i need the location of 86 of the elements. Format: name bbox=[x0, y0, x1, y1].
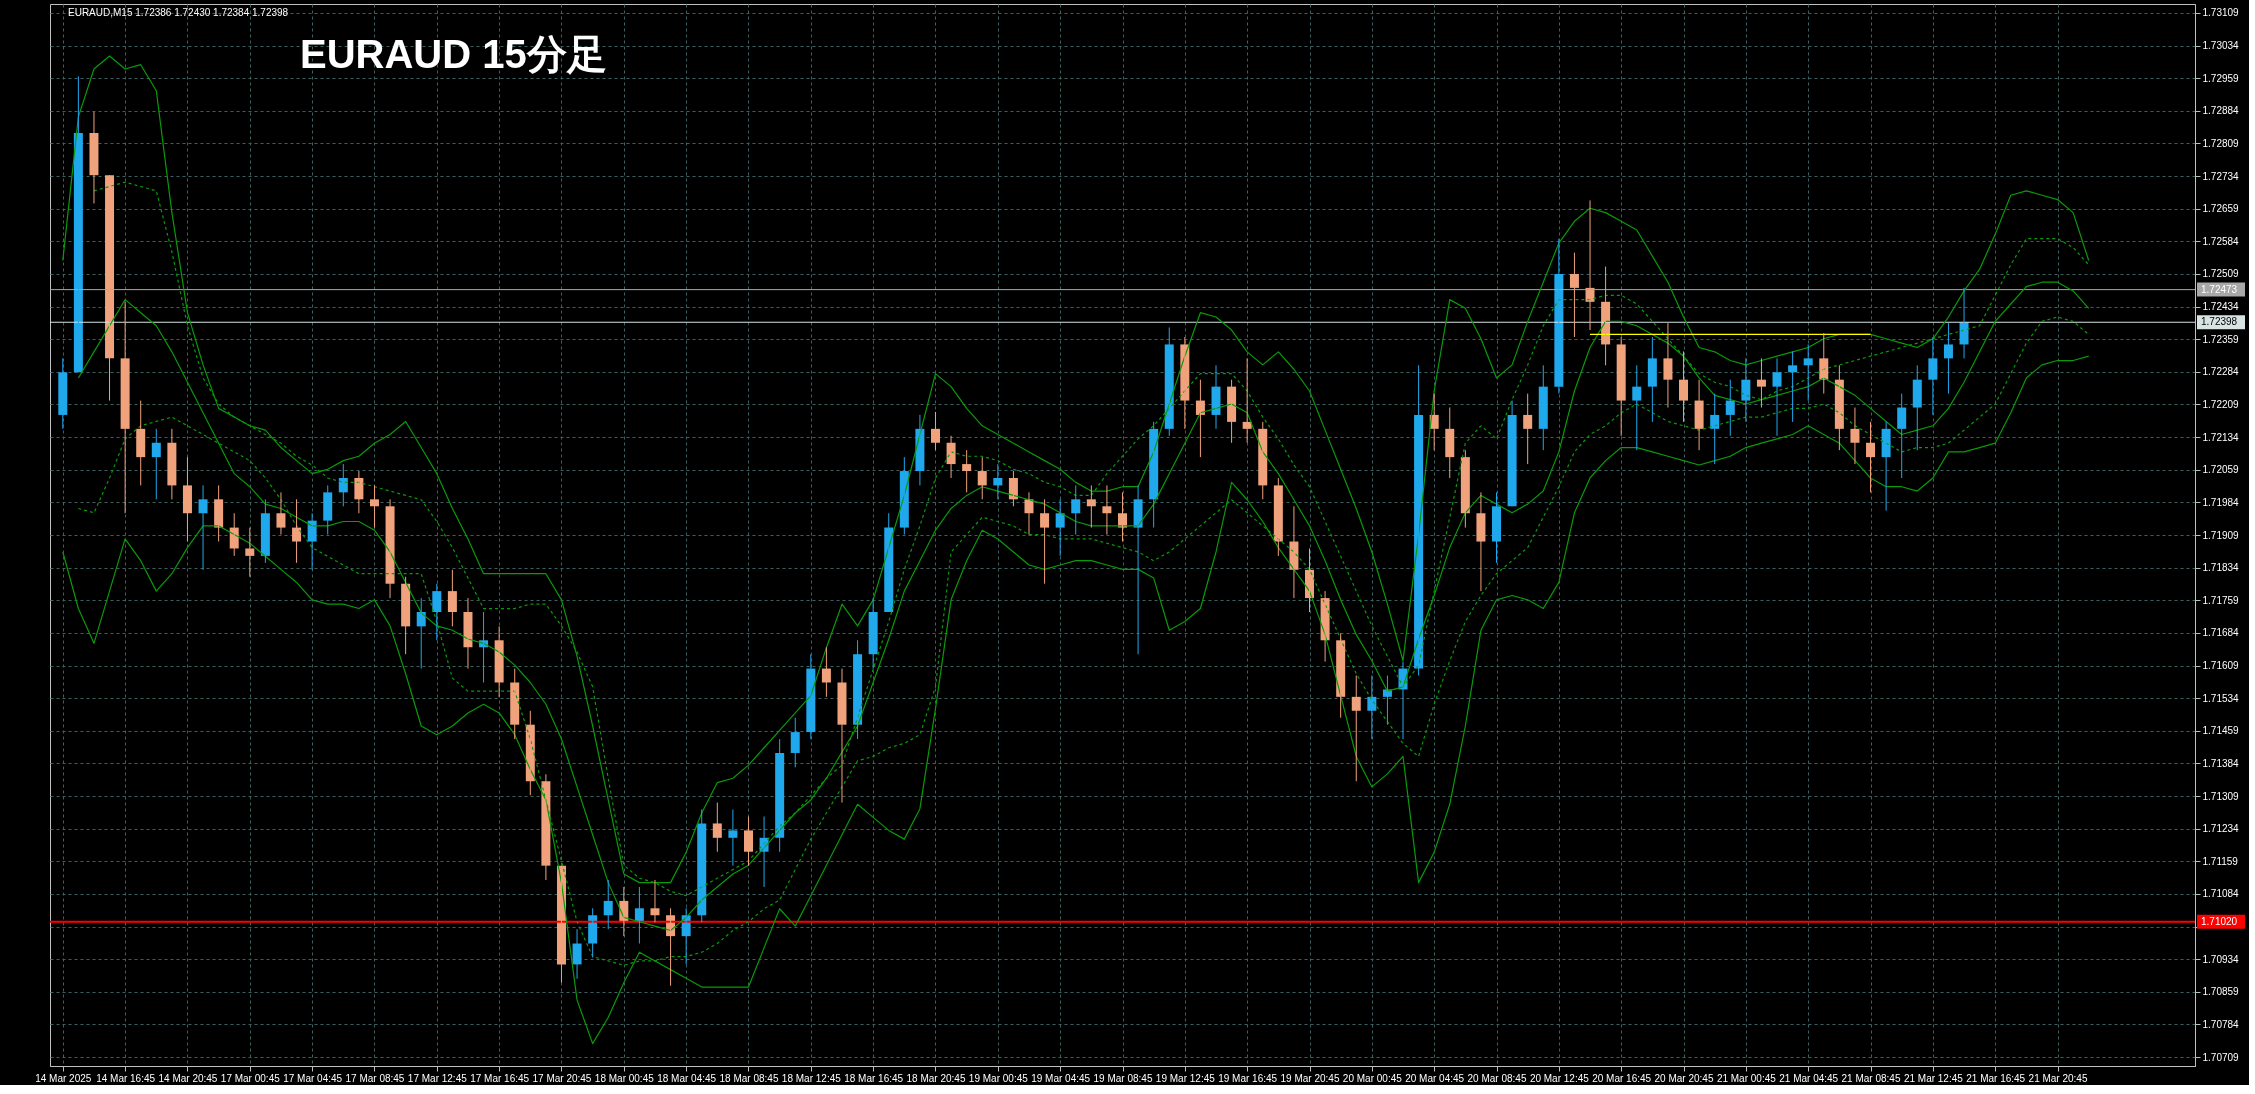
x-tick-label: 19 Mar 08:45 bbox=[1093, 1072, 1153, 1084]
x-tick-label: 21 Mar 20:45 bbox=[2028, 1072, 2088, 1084]
y-tick-label: 1.72959 bbox=[2202, 72, 2240, 84]
ref-line-label: 1.72473 bbox=[2201, 283, 2238, 295]
candlestick bbox=[323, 484, 333, 536]
candlestick bbox=[743, 815, 753, 867]
x-tick-label: 18 Mar 00:45 bbox=[594, 1072, 655, 1084]
x-tick-label: 18 Mar 20:45 bbox=[906, 1072, 966, 1084]
candlestick bbox=[1616, 336, 1626, 437]
y-tick-label: 1.71159 bbox=[2202, 855, 2239, 867]
x-tick-label: 14 Mar 16:45 bbox=[96, 1072, 156, 1084]
y-tick-label: 1.73034 bbox=[2202, 40, 2240, 52]
x-tick-label: 14 Mar 2025 bbox=[35, 1072, 92, 1084]
candlestick bbox=[1569, 252, 1579, 338]
y-tick-label: 1.70784 bbox=[2202, 1018, 2240, 1030]
x-tick-label: 19 Mar 12:45 bbox=[1155, 1072, 1216, 1084]
y-tick-label: 1.72734 bbox=[2202, 170, 2240, 182]
x-tick-label: 17 Mar 04:45 bbox=[283, 1072, 343, 1084]
annotation: EURAUD,M15 1.72386 1.72430 1.72384 1.72398 bbox=[68, 7, 289, 18]
y-tick-label: 1.71984 bbox=[2202, 496, 2240, 508]
candlestick bbox=[930, 411, 940, 451]
y-tick-label: 1.72584 bbox=[2202, 235, 2240, 247]
y-tick-label: 1.72884 bbox=[2202, 105, 2240, 117]
y-tick-label: 1.71909 bbox=[2202, 529, 2240, 541]
y-tick-label: 1.71309 bbox=[2202, 790, 2240, 802]
candlestick bbox=[1351, 675, 1361, 782]
candlestick bbox=[245, 527, 255, 578]
x-tick-label: 17 Mar 08:45 bbox=[345, 1072, 405, 1084]
x-tick-label: 17 Mar 16:45 bbox=[470, 1072, 530, 1084]
x-tick-label: 20 Mar 04:45 bbox=[1405, 1072, 1465, 1084]
x-tick-label: 19 Mar 16:45 bbox=[1218, 1072, 1278, 1084]
x-tick-label: 21 Mar 16:45 bbox=[1966, 1072, 2026, 1084]
y-tick-label: 1.71759 bbox=[2202, 594, 2240, 606]
y-tick-label: 1.72359 bbox=[2202, 333, 2240, 345]
x-tick-label: 18 Mar 12:45 bbox=[781, 1072, 842, 1084]
x-tick-label: 18 Mar 08:45 bbox=[719, 1072, 779, 1084]
x-tick-label: 20 Mar 00:45 bbox=[1342, 1072, 1403, 1084]
x-tick-label: 18 Mar 04:45 bbox=[657, 1072, 717, 1084]
x-tick-label: 19 Mar 00:45 bbox=[968, 1072, 1029, 1084]
x-tick-label: 19 Mar 04:45 bbox=[1031, 1072, 1091, 1084]
y-tick-label: 1.71234 bbox=[2202, 823, 2240, 835]
y-tick-label: 1.71084 bbox=[2202, 888, 2240, 900]
ref-line-label: 1.72398 bbox=[2201, 316, 2238, 328]
y-tick-label: 1.70709 bbox=[2202, 1051, 2240, 1063]
x-tick-label: 21 Mar 12:45 bbox=[1903, 1072, 1964, 1084]
y-tick-label: 1.71684 bbox=[2202, 627, 2240, 639]
ref-line-label: 1.71020 bbox=[2201, 915, 2238, 927]
x-tick-label: 14 Mar 20:45 bbox=[158, 1072, 218, 1084]
x-tick-label: 18 Mar 16:45 bbox=[844, 1072, 904, 1084]
x-tick-label: 17 Mar 00:45 bbox=[220, 1072, 281, 1084]
y-tick-label: 1.72134 bbox=[2202, 431, 2240, 443]
x-tick-label: 21 Mar 04:45 bbox=[1779, 1072, 1839, 1084]
candlestick bbox=[1632, 364, 1642, 451]
y-tick-label: 1.71459 bbox=[2202, 725, 2240, 737]
y-tick-label: 1.71534 bbox=[2202, 692, 2240, 704]
y-tick-label: 1.70934 bbox=[2202, 953, 2240, 965]
candlestick bbox=[712, 802, 722, 853]
text: EURAUD 15分足 bbox=[300, 32, 607, 76]
x-tick-label: 20 Mar 20:45 bbox=[1654, 1072, 1714, 1084]
y-tick-label: 1.72809 bbox=[2202, 137, 2240, 149]
y-tick-label: 1.71834 bbox=[2202, 562, 2240, 574]
x-tick-label: 20 Mar 16:45 bbox=[1592, 1072, 1652, 1084]
y-tick-label: 1.71609 bbox=[2202, 660, 2240, 672]
candlestick bbox=[58, 357, 68, 430]
y-tick-label: 1.72659 bbox=[2202, 203, 2240, 215]
x-tick-label: 19 Mar 20:45 bbox=[1280, 1072, 1340, 1084]
x-tick-label: 20 Mar 08:45 bbox=[1467, 1072, 1527, 1084]
candlestick bbox=[1071, 484, 1081, 536]
candlestick bbox=[1523, 393, 1533, 465]
y-tick-label: 1.72209 bbox=[2202, 398, 2240, 410]
y-tick-label: 1.72434 bbox=[2202, 301, 2240, 313]
candlestick bbox=[1943, 322, 1953, 395]
y-tick-label: 1.71384 bbox=[2202, 757, 2240, 769]
x-tick-label: 21 Mar 08:45 bbox=[1841, 1072, 1901, 1084]
y-tick-label: 1.73109 bbox=[2202, 7, 2240, 19]
x-tick-label: 17 Mar 12:45 bbox=[407, 1072, 468, 1084]
candlestick bbox=[1647, 336, 1657, 423]
y-tick-label: 1.72509 bbox=[2202, 268, 2240, 280]
y-tick-label: 1.70859 bbox=[2202, 986, 2240, 998]
y-tick-label: 1.72284 bbox=[2202, 366, 2240, 378]
x-tick-label: 20 Mar 12:45 bbox=[1529, 1072, 1590, 1084]
candlestick bbox=[1492, 491, 1502, 564]
x-tick-label: 21 Mar 00:45 bbox=[1716, 1072, 1777, 1084]
x-tick-label: 17 Mar 20:45 bbox=[532, 1072, 592, 1084]
y-tick-label: 1.72059 bbox=[2202, 464, 2240, 476]
candlestick bbox=[1040, 498, 1050, 585]
